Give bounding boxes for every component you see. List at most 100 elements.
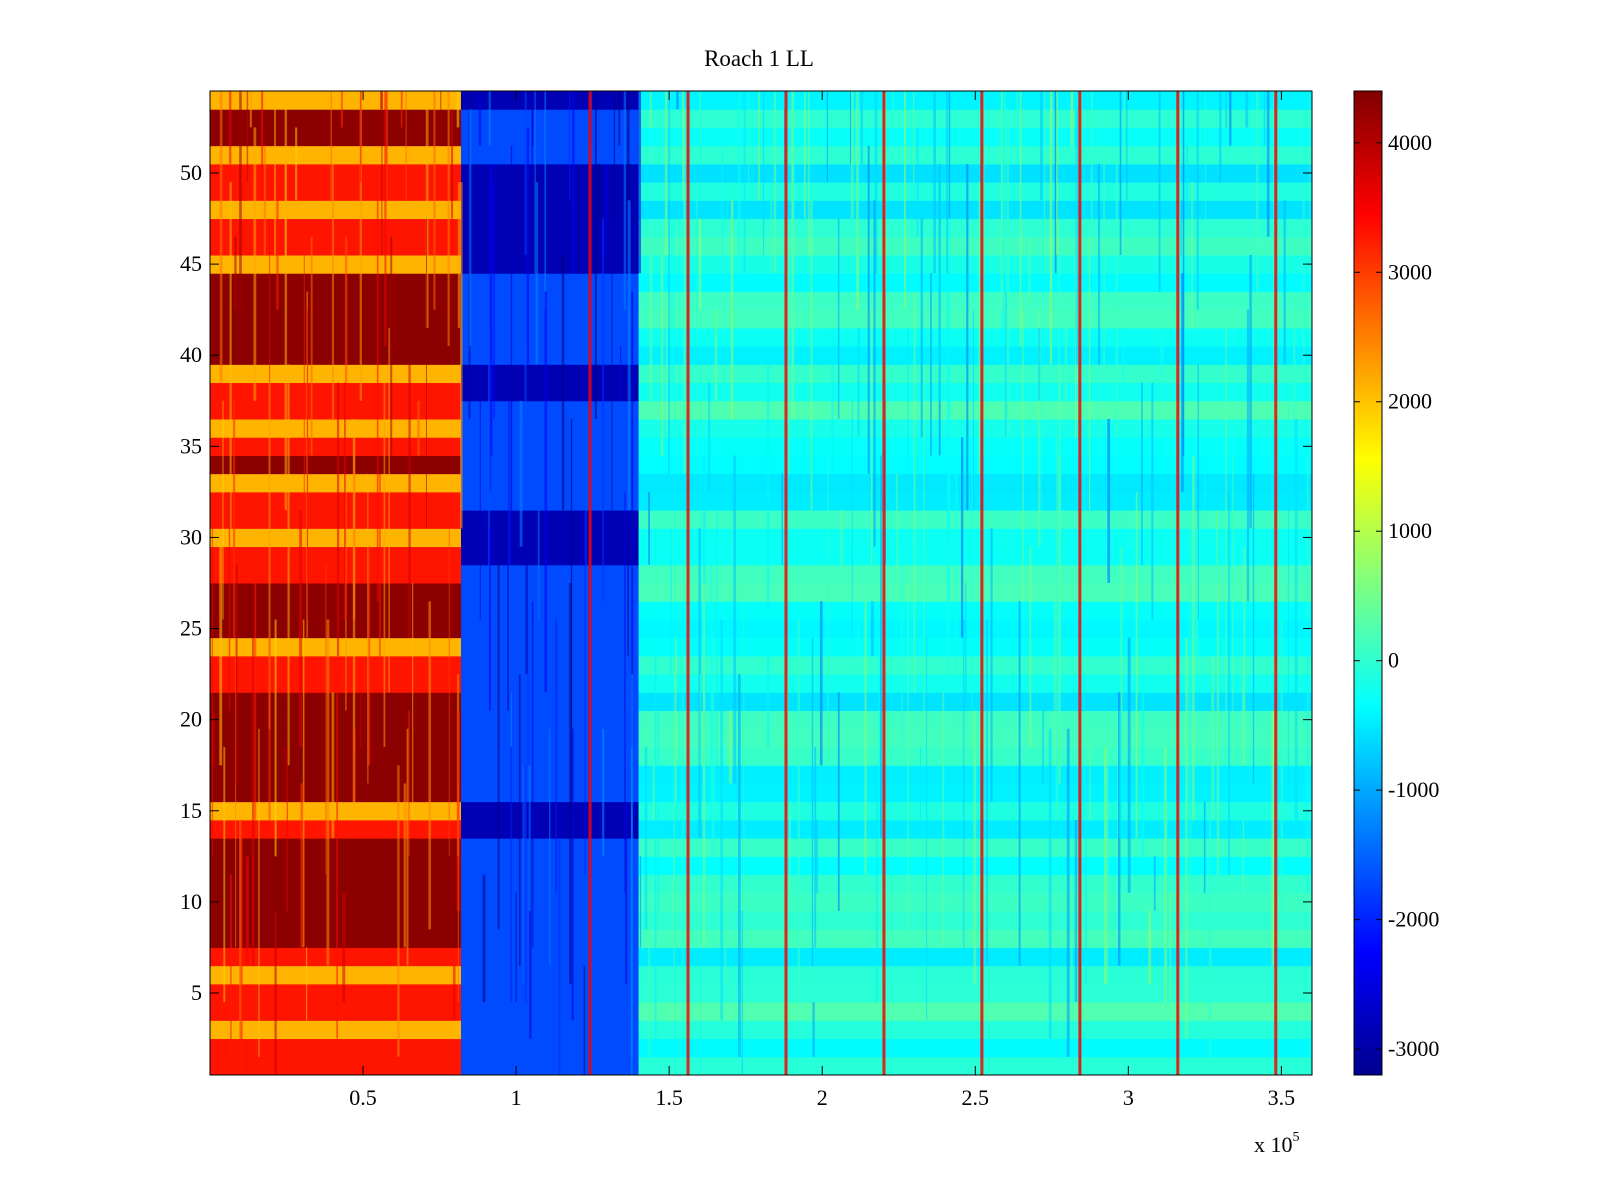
colorbar-tick-label: -1000 <box>1388 777 1439 802</box>
heatmap-streak <box>1229 91 1232 146</box>
heatmap-streak <box>696 182 698 328</box>
heatmap-streak <box>671 218 674 383</box>
heatmap-streak <box>624 491 626 893</box>
heatmap-streak <box>253 127 257 401</box>
heatmap-cell <box>210 983 462 1003</box>
heatmap-streak <box>1225 327 1227 729</box>
heatmap-streak <box>234 236 237 310</box>
heatmap-streak <box>286 747 288 911</box>
heatmap-streak <box>239 819 242 1039</box>
heatmap-streak <box>300 783 304 948</box>
heatmap-streak <box>837 218 840 419</box>
heatmap-cell <box>210 327 462 347</box>
heatmap-streak <box>1153 856 1156 911</box>
heatmap-cell <box>210 163 462 183</box>
heatmap-streak <box>228 491 231 711</box>
heatmap-streak <box>874 91 878 274</box>
heatmap-streak <box>544 291 548 693</box>
heatmap-streak <box>1246 309 1250 602</box>
heatmap-streak <box>913 91 915 183</box>
heatmap-streak <box>789 801 791 893</box>
heatmap-streak <box>1042 710 1045 784</box>
heatmap-streak <box>990 528 993 802</box>
heatmap-cell <box>638 327 1312 347</box>
heatmap-cell <box>461 437 640 456</box>
heatmap-cell <box>461 619 640 639</box>
heatmap-streak <box>1117 747 1119 857</box>
heatmap-streak <box>1090 91 1093 237</box>
heatmap-streak <box>263 145 266 255</box>
heatmap-streak <box>1302 182 1305 383</box>
heatmap-streak <box>524 765 528 1003</box>
heatmap-streak <box>619 346 622 401</box>
heatmap-cell <box>461 291 640 311</box>
heatmap-streak <box>385 91 389 201</box>
x-tick-label: 2.5 <box>962 1085 990 1110</box>
heatmap-cell <box>210 1056 462 1075</box>
heatmap-cell <box>638 400 1312 420</box>
heatmap-streak <box>648 491 650 565</box>
heatmap-streak <box>698 218 702 310</box>
heatmap-streak <box>456 91 460 128</box>
heatmap-streak <box>254 583 257 820</box>
heatmap-streak <box>229 182 232 547</box>
heatmap-streak <box>493 182 495 419</box>
heatmap-streak <box>860 91 863 164</box>
heatmap-cell <box>210 273 462 292</box>
heatmap-streak <box>344 236 348 383</box>
heatmap-cell <box>638 91 1312 110</box>
heatmap-cell <box>461 473 640 493</box>
heatmap-streak <box>544 91 547 310</box>
heatmap-cell <box>461 200 640 220</box>
heatmap-streak <box>1103 145 1105 383</box>
heatmap-streak <box>627 200 631 511</box>
x-tick-label: 1 <box>511 1085 522 1110</box>
heatmap-streak <box>1118 710 1122 839</box>
heatmap-cell <box>210 473 462 493</box>
heatmap-streak <box>261 91 264 201</box>
heatmap-spike <box>588 91 592 1075</box>
heatmap-streak <box>1127 637 1131 893</box>
heatmap-streak <box>526 674 530 766</box>
heatmap-streak <box>880 455 882 839</box>
heatmap-streak <box>1169 892 1171 1003</box>
colorbar-tick-label: 1000 <box>1388 518 1432 543</box>
heatmap-streak <box>1283 200 1287 365</box>
heatmap-streak <box>379 473 381 693</box>
heatmap-streak <box>1243 546 1246 766</box>
heatmap-streak <box>1187 655 1189 802</box>
heatmap-streak <box>510 692 513 747</box>
heatmap-streak <box>325 564 327 875</box>
heatmap-streak <box>529 801 532 1039</box>
heatmap-streak <box>568 91 571 201</box>
x-exponent-base: x 10 <box>1254 1132 1293 1157</box>
heatmap-streak <box>770 200 772 274</box>
heatmap-cell <box>638 218 1312 238</box>
heatmap-streak <box>681 637 684 1021</box>
heatmap-cell <box>461 327 640 347</box>
colorbar-tick-label: 3000 <box>1388 259 1432 284</box>
heatmap-streak <box>451 109 454 219</box>
heatmap-streak <box>1039 91 1043 201</box>
heatmap-cell <box>461 236 640 256</box>
heatmap-cell <box>210 965 462 985</box>
heatmap-streak <box>871 309 873 565</box>
heatmap-cell <box>461 655 640 675</box>
heatmap-streak <box>731 510 735 565</box>
heatmap-streak <box>721 145 724 255</box>
heatmap-spike <box>882 91 886 1075</box>
heatmap-streak <box>340 91 343 128</box>
heatmap-cell <box>461 637 640 657</box>
heatmap-streak <box>878 655 882 839</box>
heatmap-streak <box>1203 801 1206 893</box>
heatmap-cell <box>461 564 640 584</box>
heatmap-cell <box>210 1002 462 1021</box>
heatmap-streak <box>711 637 715 857</box>
heatmap-streak <box>963 619 965 948</box>
heatmap-streak <box>447 91 450 347</box>
heatmap-cell <box>210 382 462 402</box>
heatmap-cell <box>461 1056 640 1075</box>
heatmap-cell <box>461 255 640 274</box>
heatmap-streak <box>1075 109 1078 365</box>
